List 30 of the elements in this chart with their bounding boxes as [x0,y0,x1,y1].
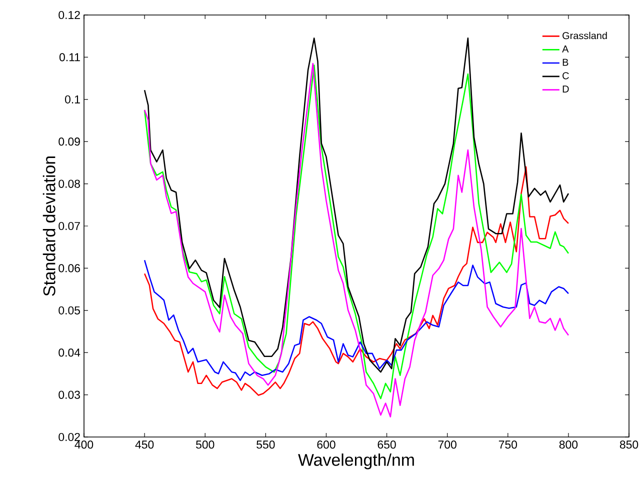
legend-label: B [562,58,568,66]
line-series [144,166,570,396]
x-tick-label: 500 [196,440,214,449]
legend-label: A [562,46,569,52]
y-axis-title: Standard deviation [42,156,56,296]
y-tick-label: 0.02 [58,432,80,442]
x-axis-title: Wavelength/nm [298,453,414,470]
x-tick-label: 850 [620,440,638,449]
legend-label: D [562,86,569,92]
y-tick-label: 0.11 [59,53,80,62]
y-tick-label: 0.05 [58,306,80,314]
x-tick-label: 400 [74,440,94,449]
y-tick-label: 0.09 [58,138,80,146]
x-tick-label: 650 [378,440,396,449]
x-tick-label: 700 [438,440,456,449]
x-tick-label: 550 [256,440,275,449]
y-tick-label: 0.04 [58,348,80,357]
y-tick-label: 0.08 [58,180,80,188]
line-series [144,260,570,382]
y-tick-label: 0.07 [58,222,80,230]
y-tick-label: 0.1 [65,95,80,104]
y-tick-label: 0.06 [58,264,80,272]
x-tick-label: 750 [498,440,517,449]
x-tick-label: 450 [135,440,154,449]
x-tick-label: 800 [559,440,578,449]
x-tick-label: 600 [317,440,336,449]
legend-label: Grassland [562,32,607,40]
legend-label: C [562,72,569,80]
y-tick-label: 0.03 [58,390,80,399]
y-tick-label: 0.12 [58,10,80,20]
